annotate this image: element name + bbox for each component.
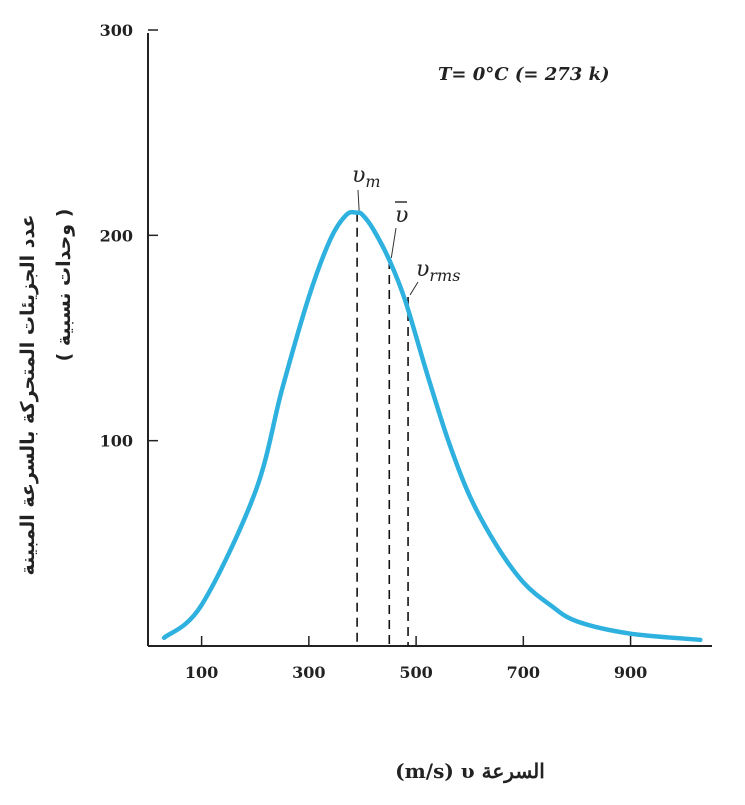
marker-label-2: υ: [395, 203, 408, 228]
marker-label-1: υm: [352, 163, 381, 191]
marker-label-3: υrms: [416, 257, 460, 285]
x-tick-label: 300: [292, 663, 325, 682]
y-axis-label-line1: عدد الجزيئات المتحركة بالسرعة المبينة: [17, 215, 39, 576]
temperature-annotation: T= 0°C (= 273 k): [438, 64, 610, 85]
chart-axes: [147, 33, 712, 647]
x-tick-label: 700: [507, 663, 540, 682]
marker-leader-2: [390, 227, 397, 259]
chart-ticks: 100 300 500 700 900 100 200 300: [100, 21, 648, 682]
chart-series: [161, 209, 703, 643]
x-tick-label: 100: [185, 663, 218, 682]
y-tick-label: 200: [100, 226, 133, 245]
distribution-curve: [161, 209, 703, 643]
marker-leader-3: [409, 281, 419, 296]
y-axis-label-line2: ( وحدات نسبية ): [53, 209, 75, 362]
y-tick-label: 100: [100, 432, 133, 451]
x-tick-label: 900: [614, 663, 647, 682]
y-tick-label: 300: [100, 21, 133, 40]
x-axis-label: (m/s) υ السرعة: [395, 759, 545, 784]
chart-markers: υmυ υrms: [352, 163, 460, 646]
marker-leader-1: [357, 189, 360, 211]
x-tick-label: 500: [399, 663, 432, 682]
